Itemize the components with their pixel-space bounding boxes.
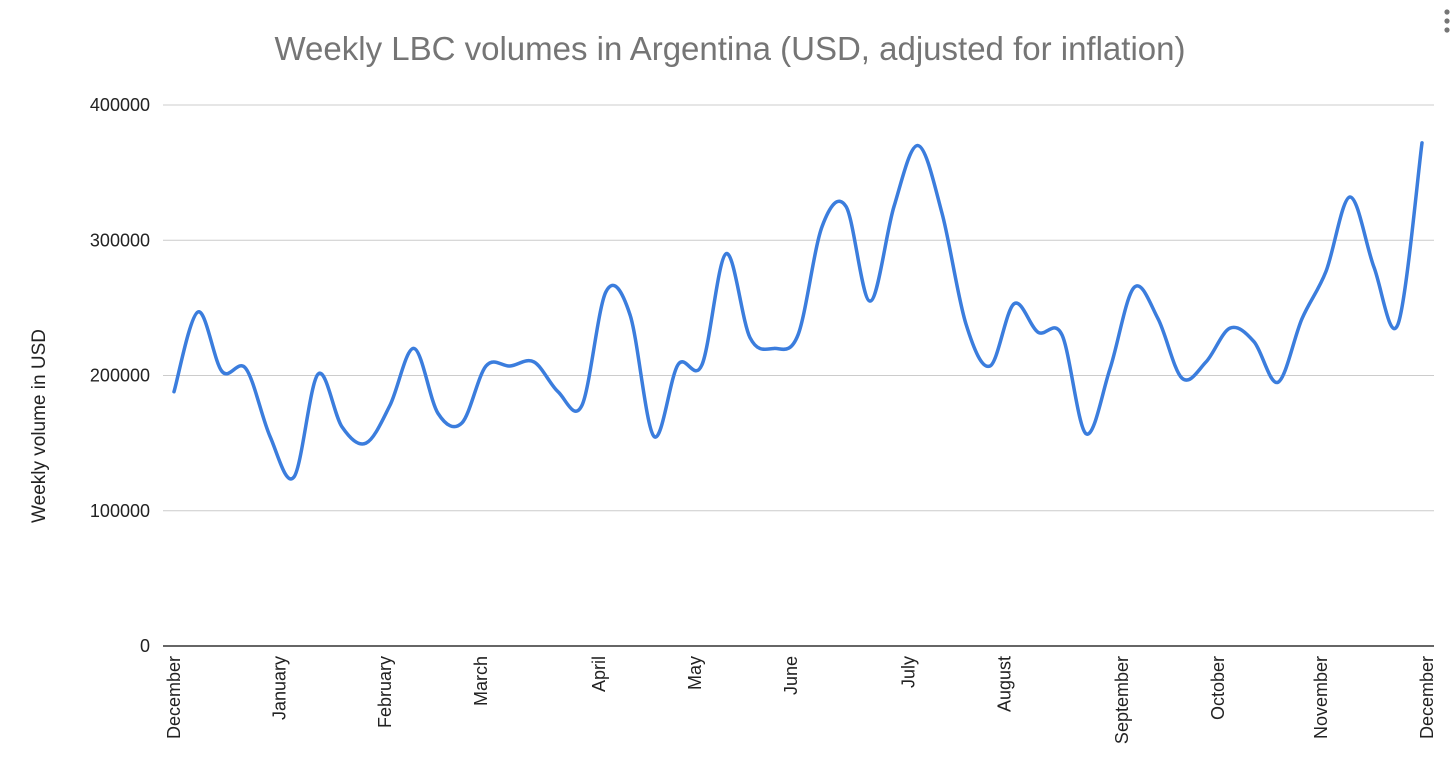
data-point <box>988 364 992 368</box>
y-tick-labels: 0 100000 200000 300000 400000 <box>90 95 150 656</box>
y-tick-label: 400000 <box>90 95 150 115</box>
x-tick-label: August <box>994 656 1014 712</box>
data-point <box>484 364 488 368</box>
data-point <box>1036 331 1040 334</box>
data-point <box>220 370 224 373</box>
data-point <box>652 435 656 438</box>
data-point <box>412 347 416 350</box>
data-point <box>292 475 296 479</box>
data-point <box>316 372 320 376</box>
data-point <box>196 310 200 314</box>
x-tick-label: December <box>164 656 184 739</box>
data-point <box>748 336 752 339</box>
data-point <box>268 435 272 438</box>
x-tick-label: July <box>898 656 918 688</box>
data-point <box>1156 317 1160 320</box>
data-point <box>1060 333 1064 337</box>
data-point <box>916 144 920 147</box>
data-point <box>1324 270 1328 273</box>
data-point <box>1084 432 1088 435</box>
data-point <box>1420 141 1424 145</box>
data-point <box>508 364 512 368</box>
data-point <box>460 421 464 425</box>
x-tick-label: February <box>375 656 395 728</box>
data-point <box>1396 322 1400 326</box>
data-point <box>1276 381 1280 384</box>
data-point <box>604 290 608 293</box>
x-tick-label: October <box>1208 656 1228 720</box>
y-axis-label: Weekly volume in USD <box>29 329 50 523</box>
data-point <box>724 252 728 255</box>
series-points <box>172 141 1424 479</box>
series-line <box>172 141 1424 481</box>
data-point <box>1228 326 1232 330</box>
data-point <box>1252 340 1256 343</box>
data-point <box>940 212 944 215</box>
y-tick-label: 100000 <box>90 501 150 521</box>
data-point <box>796 333 800 337</box>
data-point <box>700 363 704 366</box>
x-tick-label: May <box>685 656 705 690</box>
data-point <box>532 360 536 364</box>
y-tick-label: 300000 <box>90 230 150 250</box>
data-point <box>388 404 392 407</box>
x-tick-label: April <box>589 656 609 692</box>
data-point <box>1108 367 1112 370</box>
data-point <box>820 225 824 228</box>
x-tick-label: December <box>1417 656 1437 739</box>
data-point <box>1012 302 1016 306</box>
data-point <box>580 404 584 407</box>
data-point <box>772 347 776 350</box>
menu-dot <box>1444 18 1450 24</box>
data-point <box>1300 317 1304 320</box>
data-point <box>244 367 248 370</box>
data-point <box>964 322 968 326</box>
data-point <box>676 363 680 366</box>
data-point <box>340 425 344 429</box>
data-point <box>1372 266 1376 269</box>
x-tick-label: March <box>471 656 491 706</box>
gridlines <box>163 104 1434 512</box>
x-tick-label: November <box>1311 656 1331 739</box>
data-point <box>1132 286 1136 289</box>
data-point <box>556 390 560 393</box>
data-point <box>436 412 440 415</box>
data-point <box>1348 195 1352 199</box>
y-tick-label: 200000 <box>90 366 150 386</box>
data-point <box>868 299 872 303</box>
menu-dot <box>1444 27 1450 33</box>
x-tick-label: June <box>781 656 801 695</box>
data-point <box>892 205 896 208</box>
y-tick-label: 0 <box>140 636 150 656</box>
x-tick-label: September <box>1112 656 1132 744</box>
x-tick-label: January <box>270 656 290 720</box>
x-tick-labels: December January February March April May June… <box>164 656 1437 744</box>
data-point <box>628 313 632 316</box>
more-vert-icon[interactable] <box>1444 9 1450 33</box>
data-point <box>844 205 848 208</box>
data-point <box>1180 377 1184 380</box>
data-point <box>172 390 176 393</box>
data-point <box>364 441 368 445</box>
chart-title: Weekly LBC volumes in Argentina (USD, ad… <box>275 30 1186 67</box>
data-point <box>1204 360 1208 364</box>
menu-dot <box>1444 9 1450 15</box>
